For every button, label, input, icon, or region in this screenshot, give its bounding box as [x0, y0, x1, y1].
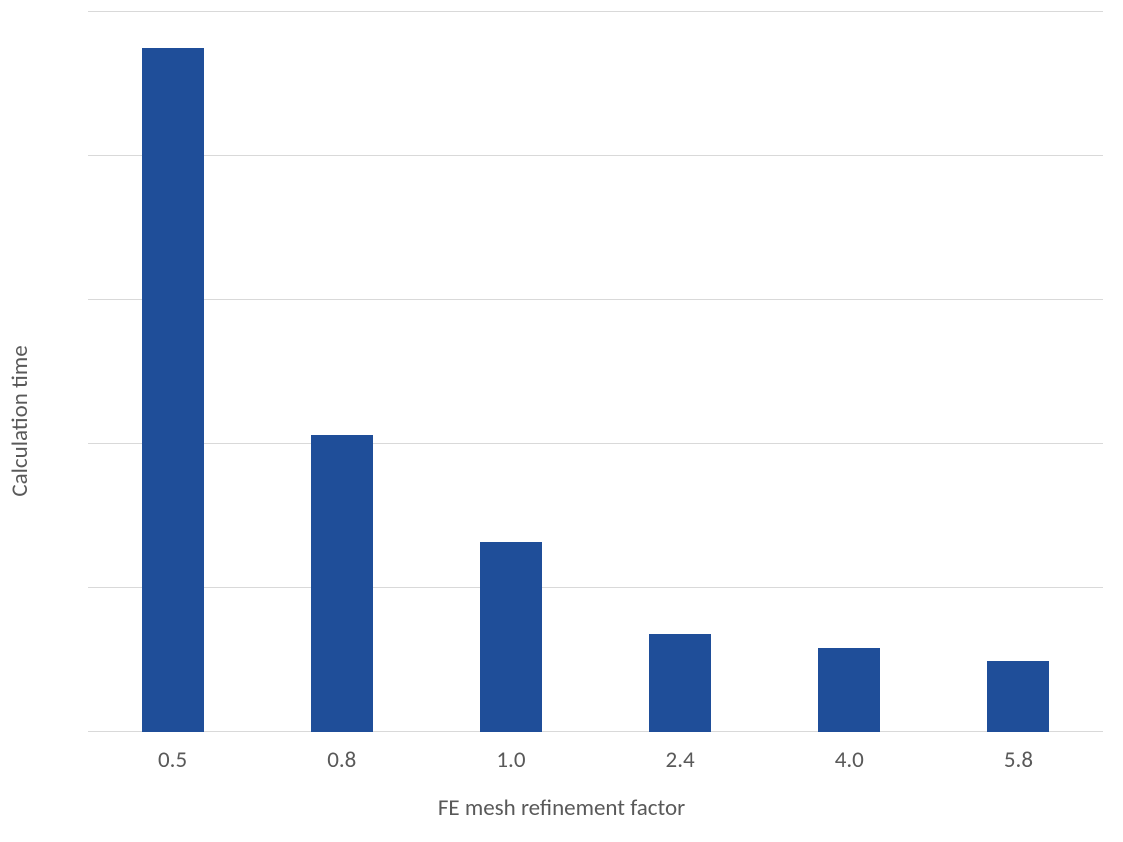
y-axis-label: Calculation time [6, 345, 34, 496]
plot-area: 0.50.81.02.44.05.8 [88, 12, 1103, 732]
x-tick-label: 4.0 [835, 746, 864, 774]
bar-slot: 1.0 [426, 12, 595, 732]
x-tick-label: 0.5 [158, 746, 187, 774]
x-tick-label: 5.8 [1004, 746, 1033, 774]
bar-slot: 2.4 [596, 12, 765, 732]
bar-slot: 0.5 [88, 12, 257, 732]
bar [649, 634, 711, 732]
bars-group: 0.50.81.02.44.05.8 [88, 12, 1103, 732]
bar-slot: 5.8 [934, 12, 1103, 732]
bar [480, 542, 542, 732]
bar [311, 435, 373, 732]
x-axis-label: FE mesh refinement factor [438, 794, 685, 822]
bar-chart: Calculation time FE mesh refinement fact… [0, 0, 1123, 842]
x-tick-label: 2.4 [666, 746, 695, 774]
bar [987, 661, 1049, 732]
x-tick-label: 0.8 [327, 746, 356, 774]
bar [818, 648, 880, 732]
bar-slot: 4.0 [765, 12, 934, 732]
bar [142, 48, 204, 732]
x-tick-label: 1.0 [496, 746, 525, 774]
bar-slot: 0.8 [257, 12, 426, 732]
